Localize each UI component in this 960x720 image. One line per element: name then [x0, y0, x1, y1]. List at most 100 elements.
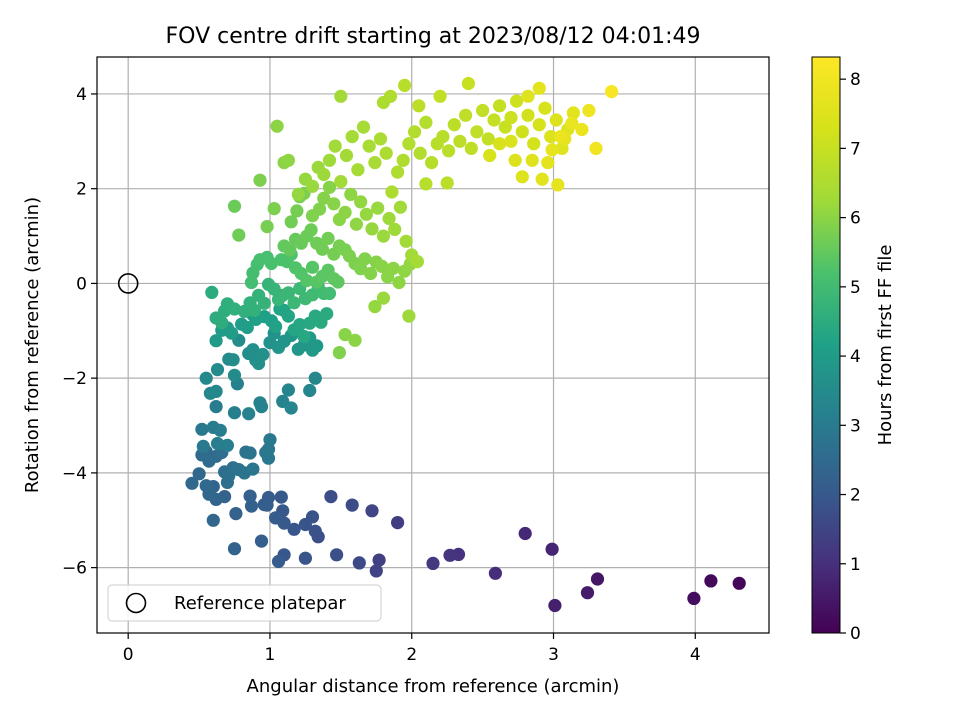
data-point: [362, 139, 376, 153]
data-point: [349, 217, 363, 231]
data-point: [508, 153, 522, 167]
data-point: [408, 125, 422, 139]
legend: Reference platepar: [107, 584, 382, 622]
legend-box: [107, 584, 382, 622]
data-point: [261, 451, 276, 465]
data-point: [410, 255, 424, 269]
colorbar-tick-label: 5: [850, 278, 861, 298]
data-point: [413, 146, 427, 160]
data-point: [527, 137, 541, 151]
data-point: [206, 513, 220, 527]
data-point: [433, 89, 447, 103]
data-point: [443, 548, 457, 562]
data-point: [535, 172, 549, 186]
colorbar-tick-label: 4: [850, 347, 861, 367]
data-point: [358, 252, 372, 266]
colorbar-ticks: 0 1 2 3 4 5 6 7 8: [840, 70, 861, 644]
data-point: [310, 339, 324, 353]
data-point: [376, 229, 390, 243]
data-point: [213, 423, 227, 437]
data-point: [369, 564, 383, 578]
colorbar-tick-label: 3: [850, 416, 861, 436]
x-tick-label: 4: [690, 645, 701, 665]
data-point: [283, 243, 297, 257]
data-point: [290, 204, 304, 218]
data-point: [704, 574, 718, 588]
data-point: [386, 261, 400, 275]
chart-title: FOV centre drift starting at 2023/08/12 …: [166, 24, 701, 49]
data-point: [253, 173, 267, 187]
data-point: [504, 111, 518, 125]
data-point: [732, 576, 746, 590]
data-point: [317, 167, 331, 182]
data-point: [247, 303, 261, 317]
data-point: [210, 363, 225, 377]
data-point: [298, 517, 312, 532]
data-point: [589, 141, 603, 155]
data-point: [385, 185, 399, 199]
data-point: [532, 81, 546, 95]
data-point: [205, 285, 219, 299]
data-point: [334, 89, 348, 103]
data-point: [305, 260, 320, 274]
data-point: [334, 175, 348, 189]
data-point: [185, 476, 199, 490]
reference-platepar-marker: [117, 273, 139, 294]
data-point: [322, 153, 337, 167]
data-point: [199, 479, 213, 493]
data-point: [419, 177, 433, 191]
colorbar-tick-label: 1: [850, 555, 861, 575]
data-point: [364, 266, 378, 281]
colorbar-tick-label: 8: [850, 70, 861, 90]
data-point: [209, 400, 223, 414]
data-point: [509, 94, 524, 108]
plot-area-background: [97, 57, 769, 633]
data-point: [372, 553, 386, 567]
data-point: [351, 163, 365, 177]
data-point: [254, 534, 269, 548]
data-point: [521, 108, 535, 122]
data-point: [297, 329, 311, 344]
data-point: [426, 556, 440, 571]
data-point: [359, 207, 373, 221]
data-point: [332, 346, 346, 360]
y-axis-label: Rotation from reference (arcmin): [22, 197, 43, 493]
data-point: [257, 498, 271, 512]
data-point: [225, 326, 239, 340]
data-point: [525, 153, 539, 167]
data-point: [227, 542, 242, 556]
data-point: [436, 130, 450, 144]
data-point: [256, 347, 270, 362]
data-point: [304, 223, 318, 237]
data-point: [243, 489, 257, 503]
data-point: [210, 436, 225, 451]
data-point: [305, 179, 320, 193]
data-point: [227, 302, 242, 316]
legend-entry-label: Reference platepar: [174, 593, 346, 614]
data-point: [284, 215, 298, 229]
data-point: [300, 274, 314, 288]
data-point: [365, 504, 379, 518]
data-point: [330, 548, 344, 562]
data-point: [396, 153, 410, 167]
data-point: [331, 275, 345, 289]
data-point: [322, 180, 337, 194]
data-point: [263, 433, 277, 447]
data-point: [549, 113, 563, 127]
data-point: [257, 296, 271, 310]
data-point: [321, 231, 335, 245]
data-point: [488, 566, 502, 580]
data-point: [391, 165, 405, 179]
data-point: [515, 170, 529, 184]
data-point: [354, 262, 368, 276]
data-point: [554, 130, 568, 144]
data-point: [464, 141, 478, 155]
data-point: [375, 259, 389, 273]
data-point: [459, 108, 473, 122]
data-point: [308, 524, 322, 538]
data-point: [425, 156, 439, 170]
data-point: [379, 146, 393, 160]
data-point: [284, 401, 298, 415]
y-tick-label: 4: [76, 85, 87, 105]
y-tick-label: 2: [76, 180, 87, 200]
